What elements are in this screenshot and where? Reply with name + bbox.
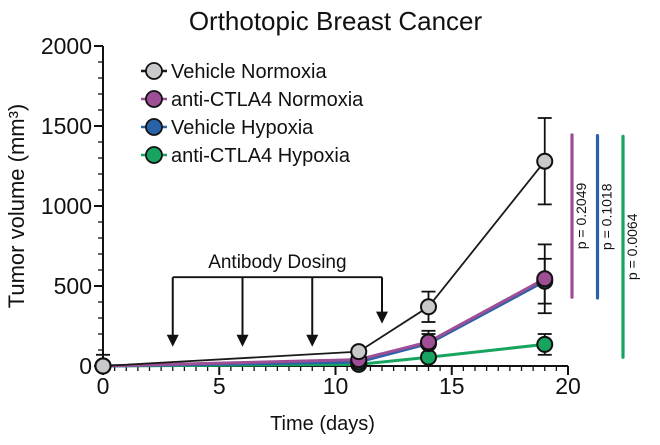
x-tick-label: 0: [97, 373, 110, 399]
y-tick-label: 2000: [41, 33, 92, 59]
series-line-0: [102, 160, 546, 367]
y-tick-label: 0: [79, 353, 92, 379]
data-point-1: [420, 333, 437, 351]
legend-label: Vehicle Hypoxia: [171, 117, 314, 139]
series-line-1: [101, 277, 547, 368]
chart-title: Orthotopic Breast Cancer: [189, 6, 483, 36]
y-tick-label: 500: [54, 273, 92, 299]
p-value-label: p = 0.0064: [624, 213, 640, 280]
legend-label: anti-CTLA4 Normoxia: [171, 89, 364, 111]
x-tick-label: 5: [213, 373, 226, 399]
y-axis-label: Tumor volume (mm³): [4, 104, 29, 309]
legend-label: Vehicle Normoxia: [171, 61, 328, 83]
x-axis-label: Time (days): [270, 413, 375, 435]
x-tick-label: 20: [555, 373, 581, 399]
data-point-3: [536, 335, 554, 353]
legend-marker: [145, 90, 163, 108]
data-point-1: [536, 270, 554, 288]
dosing-arrow-head: [166, 334, 179, 347]
y-tick-label: 1000: [41, 193, 92, 219]
legend-marker: [145, 146, 163, 164]
legend-label: anti-CTLA4 Hypoxia: [171, 145, 351, 167]
y-tick-label: 1500: [41, 113, 92, 139]
legend-marker: [145, 62, 163, 80]
p-value-label: p = 0.1018: [599, 183, 615, 250]
data-point-0: [420, 298, 437, 316]
annotation-label: Antibody Dosing: [208, 252, 346, 273]
dosing-arrow-head: [376, 311, 388, 324]
data-point-0: [536, 152, 554, 170]
dosing-arrow-head: [306, 334, 319, 347]
x-tick-label: 15: [439, 373, 465, 399]
legend-marker: [145, 118, 163, 136]
dosing-arrow-head: [236, 334, 249, 347]
data-point-0: [94, 357, 112, 375]
data-point-0: [350, 343, 368, 361]
x-tick-label: 10: [323, 373, 349, 399]
p-value-label: p = 0.2049: [573, 183, 589, 250]
